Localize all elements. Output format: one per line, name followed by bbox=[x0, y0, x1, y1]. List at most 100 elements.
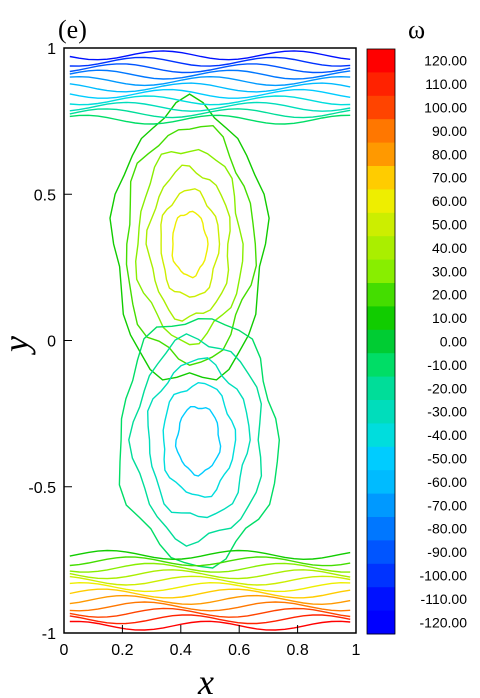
contour-line bbox=[69, 549, 351, 561]
colorbar-tick-label: -80.00 bbox=[427, 521, 467, 537]
y-tick-label: -1 bbox=[42, 626, 56, 643]
colorbar-tick-label: 100.00 bbox=[424, 100, 467, 116]
colorbar-tick-label: -90.00 bbox=[427, 544, 467, 560]
contour-line bbox=[171, 210, 209, 279]
contour-line bbox=[69, 88, 351, 99]
colorbar-swatch bbox=[367, 166, 395, 190]
colorbar-tick-label: -70.00 bbox=[427, 497, 467, 513]
colorbar-swatch bbox=[367, 563, 395, 588]
colorbar-swatch bbox=[367, 376, 395, 401]
colorbar-swatch bbox=[367, 212, 395, 237]
contour-line bbox=[69, 569, 351, 580]
contour-line bbox=[69, 575, 351, 586]
colorbar-tick-label: -110.00 bbox=[421, 591, 468, 607]
contour-line bbox=[69, 75, 351, 87]
colorbar-swatch bbox=[367, 353, 395, 377]
contour-line bbox=[69, 108, 351, 119]
colorbar-tick-label: -100.00 bbox=[420, 568, 468, 584]
contour-line bbox=[134, 148, 244, 346]
plot-frame bbox=[63, 47, 357, 634]
contour-line bbox=[146, 357, 251, 519]
colorbar-swatch bbox=[367, 610, 395, 635]
colorbar-tick-label: 120.00 bbox=[424, 53, 467, 69]
colorbar-swatch bbox=[367, 259, 395, 284]
colorbar-tick-label: 90.00 bbox=[432, 123, 467, 139]
contour-line bbox=[69, 588, 351, 599]
contour-line bbox=[109, 93, 270, 381]
contour-line bbox=[69, 50, 351, 61]
colorbar-labels: 120.00 110.00 100.00 90.00 80.00 70.00 60.00 50… bbox=[420, 53, 468, 631]
contour-line bbox=[69, 63, 351, 74]
colorbar-swatch bbox=[367, 400, 395, 424]
contour-line bbox=[145, 164, 231, 322]
colorbar-swatch bbox=[367, 540, 395, 565]
colorbar-tick-label: -10.00 bbox=[427, 357, 467, 373]
colorbar-swatch bbox=[367, 306, 395, 331]
colorbar-swatch bbox=[367, 49, 395, 73]
colorbar-frame bbox=[366, 48, 396, 635]
contour-line bbox=[69, 594, 351, 606]
contour-line bbox=[69, 620, 351, 631]
x-axis-label: x bbox=[197, 662, 214, 698]
colorbar-tick-label: -50.00 bbox=[427, 451, 467, 467]
colorbar-title: ω bbox=[408, 15, 425, 44]
y-axis-label: y bbox=[0, 336, 36, 355]
y-tick-label: 0.5 bbox=[34, 187, 56, 204]
colorbar-swatch bbox=[367, 283, 395, 307]
contour-line bbox=[162, 381, 237, 498]
colorbar-tick-label: 110.00 bbox=[425, 76, 467, 92]
y-tick-label: -0.5 bbox=[28, 480, 56, 497]
contour-line bbox=[69, 95, 351, 106]
x-tick-label: 0.6 bbox=[228, 642, 250, 659]
colorbar-swatch bbox=[367, 72, 395, 97]
colorbar-tick-label: 20.00 bbox=[432, 287, 467, 303]
contour-line bbox=[69, 82, 351, 93]
colorbar-swatches bbox=[366, 48, 396, 635]
contour-line bbox=[160, 188, 221, 298]
colorbar-tick-label: 0.00 bbox=[440, 334, 467, 350]
y-ticks: 1 0.5 0 -0.5 -1 bbox=[28, 41, 72, 643]
contour-lines bbox=[69, 50, 351, 631]
colorbar-tick-label: 70.00 bbox=[432, 170, 467, 186]
contour-line bbox=[69, 114, 351, 125]
colorbar-swatch bbox=[367, 95, 395, 120]
colorbar-swatch bbox=[367, 446, 395, 471]
colorbar-tick-label: 30.00 bbox=[432, 263, 467, 279]
x-tick-label: 1 bbox=[352, 642, 361, 659]
x-tick-label: 0.4 bbox=[170, 642, 192, 659]
y-tick-label: 0 bbox=[47, 334, 56, 351]
panel-label: (e) bbox=[58, 15, 87, 44]
x-tick-label: 0 bbox=[60, 642, 69, 659]
colorbar-swatch bbox=[367, 189, 395, 214]
colorbar-tick-label: -60.00 bbox=[427, 474, 467, 490]
colorbar-swatch bbox=[367, 423, 395, 448]
colorbar-tick-label: -20.00 bbox=[427, 380, 467, 396]
colorbar-swatch bbox=[367, 470, 395, 494]
contour-line bbox=[69, 581, 351, 593]
colorbar-swatch bbox=[367, 493, 395, 518]
colorbar-tick-label: -30.00 bbox=[427, 404, 467, 420]
colorbar-tick-label: -40.00 bbox=[427, 427, 467, 443]
contour-line bbox=[128, 333, 263, 547]
x-ticks: 0 0.2 0.4 0.6 0.8 1 bbox=[60, 625, 361, 659]
contour-line bbox=[69, 56, 351, 67]
colorbar-swatch bbox=[367, 517, 395, 541]
colorbar-swatch bbox=[367, 119, 395, 143]
contour-line bbox=[174, 406, 222, 477]
y-tick-label: 1 bbox=[47, 41, 56, 58]
contour-line bbox=[69, 556, 351, 567]
x-tick-label: 0.2 bbox=[111, 642, 133, 659]
contour-line bbox=[69, 614, 351, 625]
contour-line bbox=[69, 607, 351, 618]
axes: 0 0.2 0.4 0.6 0.8 1 1 0.5 0 -0.5 -1 x y (e) bbox=[0, 15, 361, 698]
contour-line bbox=[69, 101, 351, 112]
colorbar-tick-label: 50.00 bbox=[432, 217, 467, 233]
colorbar-tick-label: -120.00 bbox=[420, 614, 468, 630]
colorbar-tick-label: 80.00 bbox=[432, 146, 467, 162]
colorbar: 120.00 110.00 100.00 90.00 80.00 70.00 60.00 50… bbox=[366, 15, 468, 635]
colorbar-tick-label: 40.00 bbox=[432, 240, 467, 256]
contour-line bbox=[69, 69, 351, 80]
colorbar-swatch bbox=[367, 236, 395, 260]
colorbar-swatch bbox=[367, 142, 395, 167]
